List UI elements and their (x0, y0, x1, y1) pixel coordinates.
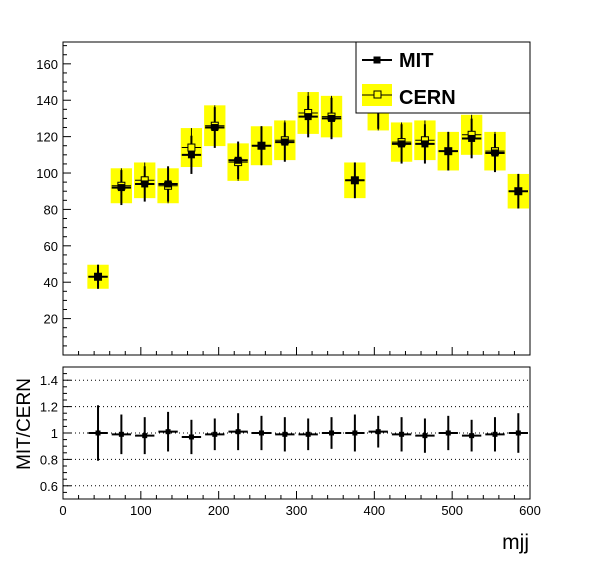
ratio-point-11 (352, 430, 358, 436)
main-y-tick-label-3: 80 (44, 202, 58, 217)
x-axis-title: mjj (502, 531, 529, 554)
ratio-axis-ticks: 0.6 0.8 1 1.2 1.4 0 100 200 300 400 500 600 (40, 366, 541, 518)
ratio-point-13 (399, 431, 405, 437)
ratio-x-tick-label-4: 400 (363, 503, 385, 518)
main-y-tick-label-0: 20 (44, 312, 58, 327)
mit-point-4 (187, 151, 195, 159)
mit-point-1 (117, 184, 125, 192)
main-y-tick-label-1: 40 (44, 275, 58, 290)
ratio-x-tick-label-5: 500 (441, 503, 463, 518)
ratio-y-tick-label-0: 0.6 (40, 479, 58, 494)
ratio-point-0 (95, 430, 101, 436)
ratio-panel: 0.6 0.8 1 1.2 1.4 0 100 200 300 400 500 600 (40, 366, 541, 518)
ratio-y-tick-label-1: 0.8 (40, 452, 58, 467)
ratio-x-tick-label-0: 0 (59, 503, 66, 518)
ratio-y-tick-label-2: 1 (51, 426, 58, 441)
mit-point-0 (94, 273, 102, 281)
mit-point-18 (514, 187, 522, 195)
ratio-point-15 (445, 430, 451, 436)
ratio-point-4 (188, 434, 194, 440)
ratio-point-7 (258, 430, 264, 436)
mit-point-15 (444, 147, 452, 155)
ratio-point-16 (469, 433, 475, 439)
ratio-x-tick-label-6: 600 (519, 503, 541, 518)
ratio-point-6 (235, 429, 241, 435)
main-y-tick-label-7: 160 (36, 57, 58, 72)
main-y-tick-label-5: 120 (36, 130, 58, 145)
main-axis-ticks: 20 40 60 80 100 120 140 160 (36, 45, 531, 355)
legend: MIT CERN (355, 41, 531, 114)
ratio-x-tick-label-3: 300 (286, 503, 308, 518)
mit-point-9 (304, 113, 312, 121)
mit-point-7 (257, 142, 265, 150)
ratio-point-14 (422, 433, 428, 439)
ratio-x-tick-label-1: 100 (130, 503, 152, 518)
mit-point-16 (468, 134, 476, 142)
mit-point-5 (211, 124, 219, 132)
ratio-point-1 (118, 431, 124, 437)
cern-point-4 (187, 143, 196, 152)
ratio-y-axis-title: MIT/CERN (14, 378, 35, 470)
legend-label-cern: CERN (399, 87, 456, 109)
legend-label-mit: MIT (399, 50, 433, 72)
mit-point-6 (234, 156, 242, 164)
ratio-point-5 (212, 431, 218, 437)
mit-point-3 (164, 180, 172, 188)
main-y-tick-label-2: 60 (44, 239, 58, 254)
legend-mit-marker (373, 56, 381, 64)
ratio-point-17 (492, 431, 498, 437)
mit-point-14 (421, 140, 429, 148)
mit-point-10 (328, 114, 336, 122)
main-y-tick-label-4: 100 (36, 166, 58, 181)
mit-point-17 (491, 149, 499, 157)
ratio-y-tick-label-3: 1.2 (40, 400, 58, 415)
ratio-point-9 (305, 431, 311, 437)
ratio-y-tick-label-4: 1.4 (40, 373, 58, 388)
main-y-tick-label-6: 140 (36, 93, 58, 108)
ratio-point-8 (282, 431, 288, 437)
legend-entry-mit: MIT (362, 50, 433, 72)
ratio-x-tick-label-2: 200 (208, 503, 230, 518)
mit-point-11 (351, 176, 359, 184)
ratio-point-12 (375, 429, 381, 435)
legend-cern-marker (373, 90, 382, 99)
mit-point-13 (398, 140, 406, 148)
ratio-point-3 (165, 429, 171, 435)
legend-entry-cern: CERN (362, 84, 456, 109)
mit-point-8 (281, 138, 289, 146)
ratio-data-marks (88, 405, 528, 461)
ratio-point-18 (515, 430, 521, 436)
ratio-point-10 (329, 430, 335, 436)
ratio-point-2 (142, 433, 148, 439)
mit-point-2 (141, 180, 149, 188)
